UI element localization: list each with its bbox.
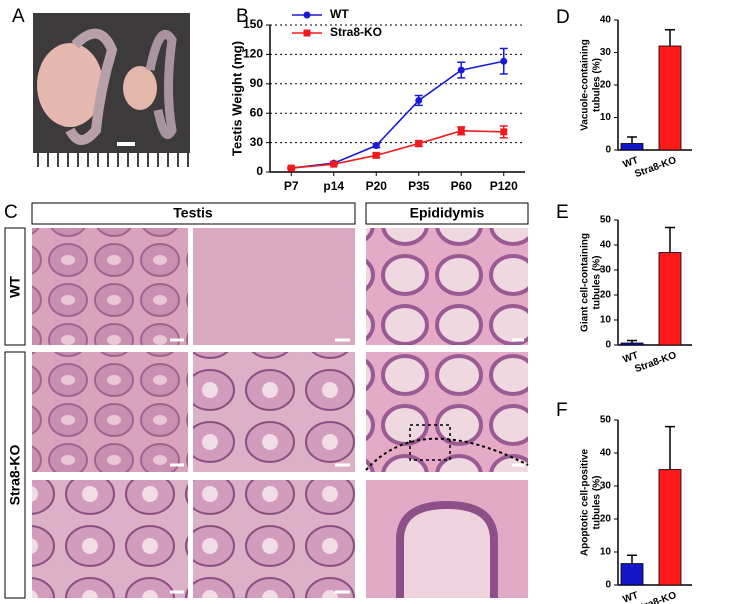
x-tick-label: p14 <box>323 179 344 193</box>
y-tick-label: 40 <box>600 448 612 459</box>
x-tick-label: WT <box>622 590 640 604</box>
marker <box>500 57 508 65</box>
marker <box>330 160 338 168</box>
marker <box>372 142 380 150</box>
y-tick-label: 30 <box>600 265 612 276</box>
marker <box>457 127 465 135</box>
error-bar <box>665 226 675 253</box>
panel-label: C <box>4 202 18 223</box>
legend-label: Stra8-KO <box>330 25 382 39</box>
y-tick-label: 30 <box>250 135 264 149</box>
row-label: Stra8-KO <box>7 445 23 506</box>
y-axis-label: Vacuole-containing <box>580 39 591 131</box>
y-tick-label: 60 <box>250 105 264 119</box>
y-axis-label: Apoptotic cell-positive <box>580 448 591 556</box>
y-tick-label: 30 <box>600 47 612 58</box>
bar <box>658 45 682 151</box>
panel-label: A <box>12 6 25 27</box>
column-header: Testis <box>173 205 213 221</box>
x-tick-label: P35 <box>408 179 430 193</box>
error-bar <box>627 554 637 564</box>
y-axis-label: tubules (%) <box>592 58 603 112</box>
x-tick-label: WT <box>622 155 640 171</box>
marker <box>287 164 295 172</box>
bar <box>658 252 682 346</box>
y-tick-label: 50 <box>600 215 612 226</box>
x-tick-label: P7 <box>284 179 299 193</box>
x-tick-label: P60 <box>451 179 473 193</box>
error-bar <box>627 136 637 144</box>
legend-marker <box>303 29 311 37</box>
legend-marker <box>303 11 311 19</box>
marker <box>457 66 465 74</box>
y-tick-label: 0 <box>605 145 611 156</box>
y-tick-label: 0 <box>605 580 611 591</box>
x-tick-label: Stra8-KO <box>633 350 678 375</box>
y-tick-label: 20 <box>600 514 612 525</box>
x-tick-label: P120 <box>490 179 518 193</box>
marker <box>415 140 423 148</box>
y-tick-label: 0 <box>605 340 611 351</box>
x-tick-label: P20 <box>366 179 388 193</box>
series-line <box>291 130 504 169</box>
marker <box>372 151 380 159</box>
bar <box>658 469 682 586</box>
error-bar <box>627 339 637 343</box>
y-axis-label: tubules (%) <box>592 256 603 310</box>
y-tick-label: 50 <box>600 415 612 426</box>
y-axis-label: Testis Weight (mg) <box>229 41 244 156</box>
y-tick-label: 20 <box>600 290 612 301</box>
legend-label: WT <box>330 7 349 21</box>
y-tick-label: 120 <box>243 47 263 61</box>
panel-label: F <box>556 400 568 421</box>
y-tick-label: 90 <box>250 76 264 90</box>
y-axis-label: tubules (%) <box>592 476 603 530</box>
marker <box>415 96 423 104</box>
x-tick-label: WT <box>622 350 640 366</box>
bar <box>620 563 644 586</box>
bar <box>620 342 644 346</box>
panel-label: B <box>236 6 249 27</box>
y-tick-label: 20 <box>600 80 612 91</box>
y-tick-label: 10 <box>600 315 612 326</box>
bar <box>620 143 644 151</box>
series-line <box>291 60 504 169</box>
y-tick-label: 30 <box>600 481 612 492</box>
y-tick-label: 40 <box>600 240 612 251</box>
panel-label: E <box>556 202 569 223</box>
error-bar <box>665 425 675 470</box>
y-tick-label: 10 <box>600 112 612 123</box>
y-tick-label: 150 <box>243 17 263 31</box>
x-tick-label: Stra8-KO <box>633 155 678 180</box>
error-bar <box>665 29 675 46</box>
y-tick-label: 10 <box>600 547 612 558</box>
micrographs <box>32 228 529 598</box>
panel-label: D <box>556 7 570 28</box>
column-header: Epididymis <box>410 205 485 221</box>
marker <box>500 128 508 136</box>
row-label: WT <box>7 276 23 298</box>
y-tick-label: 0 <box>256 164 263 178</box>
x-tick-label: Stra8-KO <box>633 590 678 604</box>
y-axis-label: Giant cell-containing <box>580 233 591 332</box>
y-tick-label: 40 <box>600 15 612 26</box>
photo <box>33 13 190 178</box>
